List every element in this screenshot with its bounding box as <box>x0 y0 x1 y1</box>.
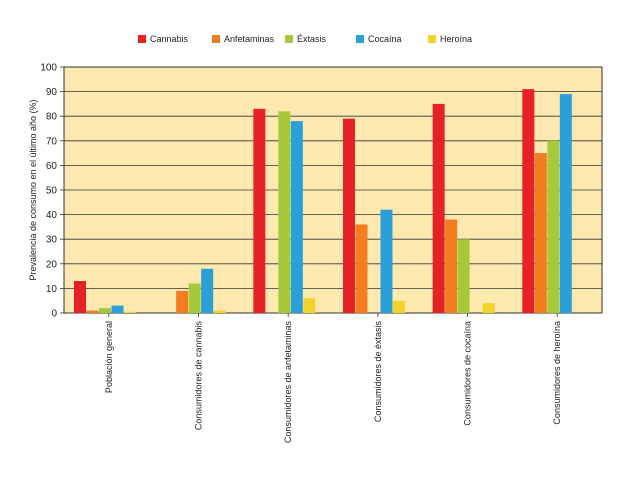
legend-swatch <box>356 35 364 43</box>
y-tick-label: 0 <box>51 309 57 320</box>
legend-label: Heroína <box>440 34 473 44</box>
legend-swatch <box>138 35 146 43</box>
legend-label: Anfetaminas <box>224 34 275 44</box>
bar-heroina <box>213 310 226 313</box>
legend-item: Anfetaminas <box>212 31 274 47</box>
bar-cocaina <box>290 121 303 314</box>
chart-legend: Cannabis Anfetaminas Éxtasis Cocaína Heroína <box>0 31 638 47</box>
y-tick-label: 40 <box>46 210 58 221</box>
bar-cocaina <box>559 94 572 313</box>
bar-cannabis <box>343 118 355 313</box>
legend-swatch <box>428 35 436 43</box>
y-tick-label: 100 <box>40 63 57 74</box>
bar-anfetaminas <box>86 310 99 313</box>
bar-heroina <box>124 311 136 313</box>
bar-cannabis <box>432 103 445 314</box>
bar-heroina <box>482 303 495 313</box>
y-tick-label: 20 <box>46 259 58 270</box>
bar-anfetaminas <box>445 219 458 313</box>
legend-item: Cannabis <box>138 31 188 47</box>
bar-cocaina <box>201 268 214 313</box>
legend-item: Cocaína <box>356 31 402 47</box>
x-category-label: Consumidores de éxtasis <box>373 321 383 423</box>
y-tick-label: 30 <box>46 235 58 246</box>
y-tick-label: 80 <box>46 112 58 123</box>
legend-label: Éxtasis <box>297 34 327 44</box>
legend-label: Cannabis <box>150 34 189 44</box>
bar-cannabis <box>74 281 86 313</box>
bar-anfetaminas <box>176 290 189 313</box>
y-tick-label: 70 <box>46 136 58 147</box>
y-tick-label: 50 <box>46 186 58 197</box>
bar-extasis <box>278 111 291 313</box>
bar-cocaina <box>380 209 393 313</box>
x-category-label: Consumidores de heroína <box>552 321 562 425</box>
bar-cannabis <box>522 89 535 313</box>
legend-item: Éxtasis <box>285 31 326 47</box>
legend-swatch <box>285 35 293 43</box>
x-category-label: Población general <box>104 321 114 393</box>
bar-extasis <box>99 308 111 313</box>
y-tick-label: 10 <box>46 284 58 295</box>
legend-swatch <box>212 35 220 43</box>
y-tick-label: 90 <box>46 87 58 98</box>
bar-cocaina <box>111 305 124 313</box>
legend-label: Cocaína <box>368 34 402 44</box>
y-axis-label: Prevalencia de consumo en el último año … <box>28 99 38 280</box>
bar-extasis <box>457 239 470 313</box>
bar-anfetaminas <box>355 224 368 313</box>
bar-heroina <box>393 300 405 313</box>
bar-cannabis <box>253 108 266 313</box>
bar-extasis <box>547 140 560 313</box>
legend-item: Heroína <box>428 31 472 47</box>
y-tick-label: 60 <box>46 161 58 172</box>
plot-frame <box>63 66 603 314</box>
bar-anfetaminas <box>534 153 547 313</box>
x-category-label: Consumidores de cocaína <box>463 321 473 426</box>
x-category-label: Consumidores de anfetaminas <box>283 321 293 444</box>
x-category-label: Consumidores de cannabis <box>194 321 204 431</box>
bar-heroina <box>303 298 316 313</box>
bar-extasis <box>188 283 201 313</box>
